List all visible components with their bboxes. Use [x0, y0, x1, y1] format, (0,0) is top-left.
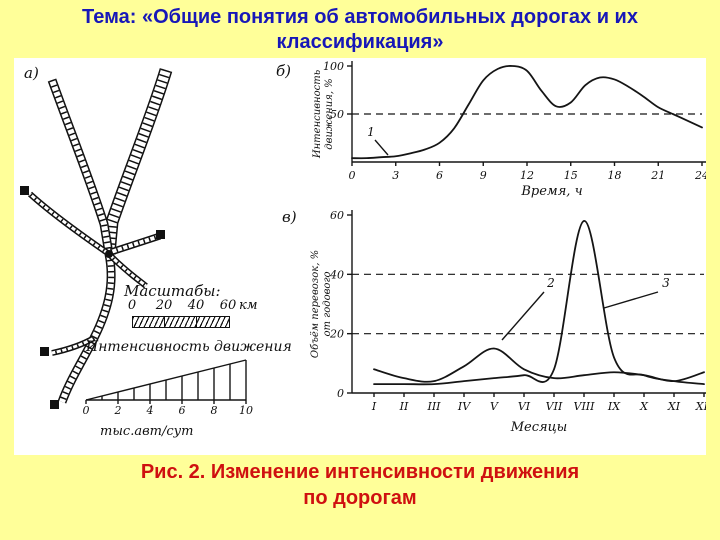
- svg-text:3: 3: [392, 169, 399, 182]
- slide-title: Тема: «Общие понятия об автомобильных до…: [0, 5, 720, 55]
- svg-text:Объём перевозок, %от годового: Объём перевозок, %от годового: [310, 250, 333, 358]
- svg-text:100: 100: [323, 60, 344, 73]
- svg-text:VIII: VIII: [574, 400, 596, 413]
- svg-text:XII: XII: [695, 400, 706, 413]
- svg-text:6: 6: [436, 169, 443, 182]
- svg-text:V: V: [490, 400, 499, 413]
- figure-panel: а) б) в) Масштабы: 0 20 40 60 км Интенсивно…: [14, 58, 706, 455]
- svg-text:IV: IV: [457, 400, 471, 413]
- svg-text:40: 40: [329, 268, 344, 281]
- svg-text:21: 21: [650, 169, 665, 182]
- figure-caption-line1: Рис. 2. Изменение интенсивности движения: [140, 461, 580, 483]
- svg-text:6: 6: [179, 404, 186, 417]
- svg-text:10: 10: [239, 404, 253, 417]
- svg-text:Интенсивностьдвижения, %: Интенсивностьдвижения, %: [312, 70, 335, 159]
- svg-text:XI: XI: [667, 400, 681, 413]
- map-scale-bar: [132, 316, 230, 328]
- road-network-map: [20, 68, 173, 409]
- map-scale-ticks: 0 20 40 60: [127, 298, 237, 313]
- svg-text:8: 8: [211, 404, 218, 417]
- svg-text:60: 60: [330, 209, 344, 222]
- svg-text:4: 4: [146, 404, 154, 417]
- figure-caption-line2: по дорогам: [303, 487, 417, 509]
- svg-text:18: 18: [608, 169, 622, 182]
- svg-text:0: 0: [337, 387, 344, 400]
- svg-text:0: 0: [349, 169, 356, 182]
- svg-text:I: I: [371, 400, 377, 413]
- svg-text:III: III: [426, 400, 441, 413]
- panel-label-b: б): [276, 62, 292, 80]
- svg-text:Время, ч: Время, ч: [520, 184, 582, 199]
- svg-text:II: II: [399, 400, 409, 413]
- hourly-intensity-chart: 50 100 0 3 6 9 12 15 18 21 24 Время, ч Интенсивность…: [312, 60, 706, 199]
- intensity-ramp-scale: 0 2 4 6 8 10: [83, 359, 253, 417]
- intensity-legend-title: Интенсивность движения: [86, 339, 292, 355]
- svg-text:50: 50: [330, 108, 344, 121]
- panel-label-v: в): [282, 208, 297, 226]
- svg-text:2: 2: [114, 404, 122, 417]
- panel-label-a: а): [24, 64, 39, 82]
- svg-text:15: 15: [564, 169, 578, 182]
- svg-text:Месяцы: Месяцы: [510, 420, 568, 435]
- svg-text:2: 2: [546, 276, 555, 290]
- svg-text:1: 1: [367, 125, 375, 139]
- map-scale-unit: км: [239, 298, 258, 313]
- svg-text:12: 12: [520, 169, 534, 182]
- svg-text:VI: VI: [518, 400, 531, 413]
- svg-text:9: 9: [480, 169, 487, 182]
- figure-caption: Рис. 2. Изменение интенсивности движения…: [0, 459, 720, 511]
- svg-text:X: X: [639, 400, 649, 413]
- svg-text:24: 24: [694, 169, 706, 182]
- svg-text:VII: VII: [546, 400, 563, 413]
- map-scale-title: Масштабы:: [124, 282, 221, 300]
- svg-text:IX: IX: [607, 400, 621, 413]
- svg-text:3: 3: [662, 276, 670, 290]
- svg-text:20: 20: [329, 328, 344, 341]
- monthly-volume-chart: 0204060IIIIIIIVVVIVIIVIIIIXXXIXIIМесяцыО…: [310, 209, 706, 435]
- intensity-legend-unit: тыс.авт/сут: [100, 424, 194, 439]
- slide-title-text: Тема: «Общие понятия об автомобильных до…: [82, 6, 638, 53]
- svg-text:0: 0: [83, 404, 90, 417]
